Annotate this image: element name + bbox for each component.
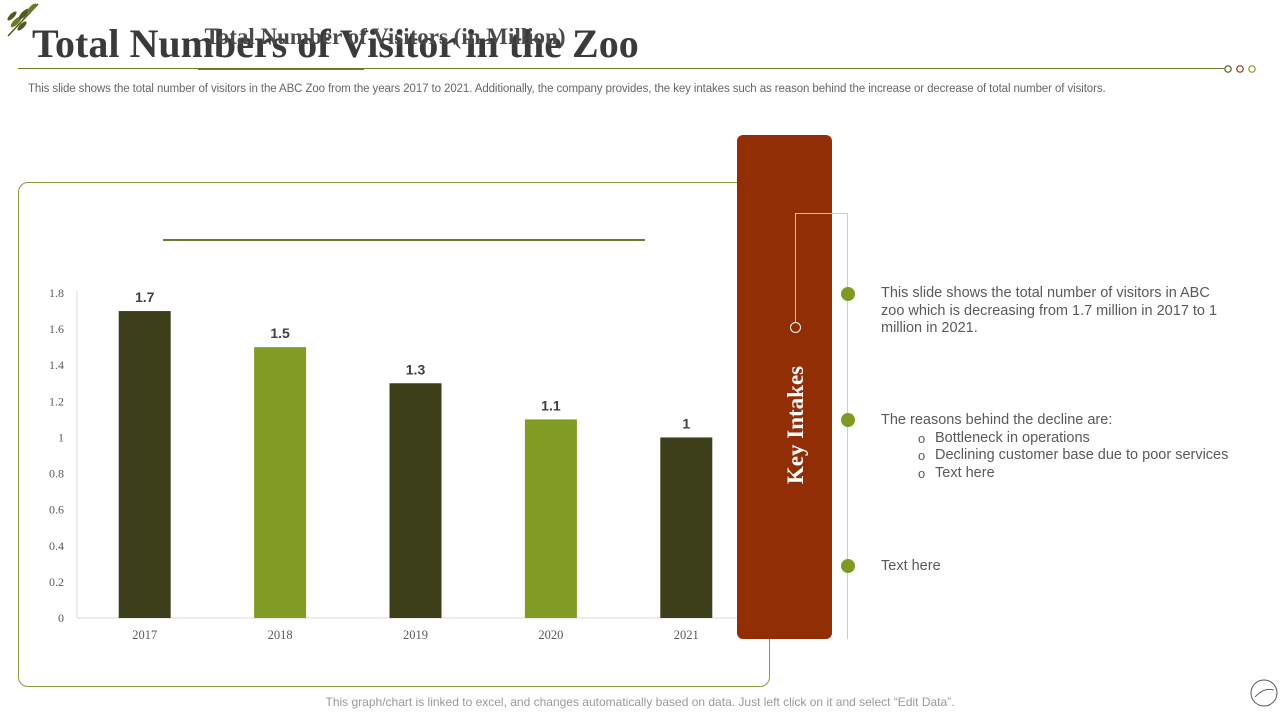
timeline-hook [795, 213, 796, 323]
reasons-list: Bottleneck in operations Declining custo… [881, 430, 1271, 483]
title-divider-accent [198, 68, 364, 70]
timeline-ring-icon [790, 322, 801, 333]
list-item: Text here [918, 465, 1271, 483]
chart-title-divider [163, 239, 645, 241]
timeline-connector [795, 213, 847, 214]
key-intake-point-2: The reasons behind the decline are: Bott… [881, 412, 1271, 482]
key-intake-point-3: Text here [881, 558, 941, 574]
bullet-dot-icon [841, 287, 855, 301]
bullet-dot-icon [841, 413, 855, 427]
page-title: Total Numbers of Visitor in the Zoo [32, 21, 639, 66]
key-intakes-label: Key Intakes [783, 365, 808, 485]
page-subtitle: This slide shows the total number of vis… [28, 83, 1106, 95]
footer-note: This graph/chart is linked to excel, and… [325, 695, 955, 709]
corner-circle-icon [1250, 679, 1278, 707]
key-intake-point-2-intro: The reasons behind the decline are: [881, 412, 1113, 428]
title-divider [18, 68, 1224, 69]
chart-title: Total Number of Visitors (in Million) [204, 24, 566, 49]
list-item: Bottleneck in operations [918, 430, 1271, 448]
list-item: Declining customer base due to poor serv… [918, 447, 1271, 465]
leaf-logo-icon [7, 3, 39, 37]
chart-panel [18, 182, 770, 687]
bullet-dot-icon [841, 559, 855, 573]
decorative-dots-icon [1224, 65, 1256, 73]
key-intake-point-1: This slide shows the total number of vis… [881, 285, 1218, 336]
key-intakes-banner [737, 135, 832, 639]
